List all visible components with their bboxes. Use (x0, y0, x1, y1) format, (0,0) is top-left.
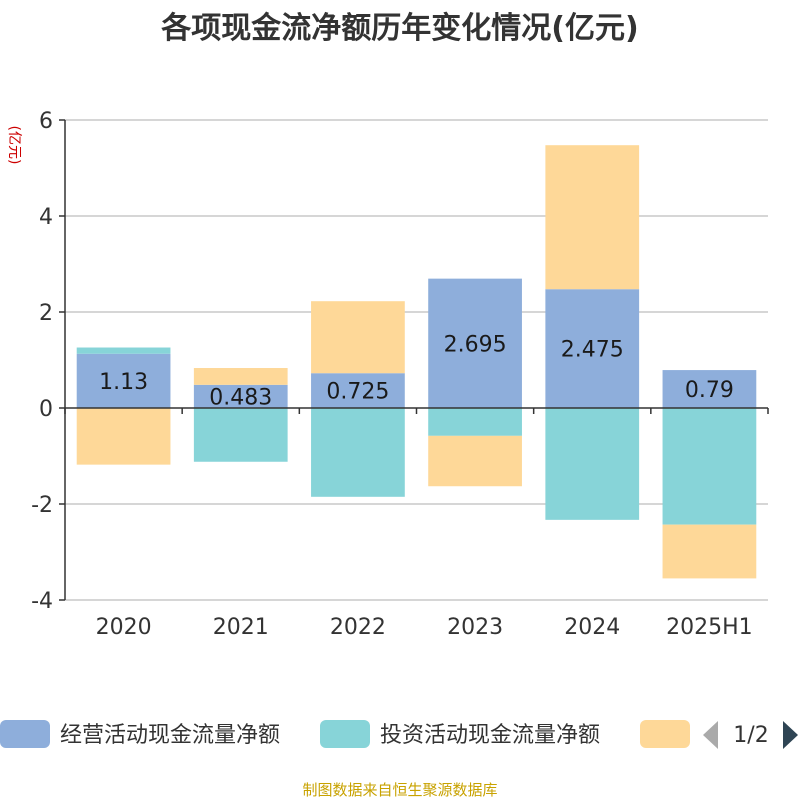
data-label: 0.79 (685, 378, 734, 403)
bar-segment (428, 435, 522, 487)
legend-swatch[interactable] (640, 720, 690, 748)
x-tick-label: 2020 (96, 615, 152, 640)
legend-swatch[interactable] (320, 720, 370, 748)
data-labels: 1.13 0.483 0.725 2.695 2.475 0.79 (99, 332, 734, 410)
x-tick-label: 2023 (447, 615, 503, 640)
bar-segment (545, 289, 640, 408)
y-axis: -4 -2 0 2 4 6 (31, 109, 66, 614)
data-label: 2.475 (561, 338, 624, 363)
bar-segment (76, 347, 171, 354)
y-tick-label: -2 (31, 493, 53, 518)
bar-segment (311, 373, 405, 408)
legend: 经营活动现金流量净额 投资活动现金流量净额 1/2 (0, 720, 798, 749)
data-label: 1.13 (99, 370, 148, 395)
legend-page-indicator: 1/2 (733, 723, 768, 748)
bar-segment (193, 368, 288, 385)
legend-label[interactable]: 投资活动现金流量净额 (380, 723, 600, 748)
y-unit-label: (亿元) (6, 126, 22, 165)
bar-segment (311, 301, 405, 374)
chart-title: 各项现金流净额历年变化情况(亿元) (160, 11, 638, 46)
x-axis: 2020 2021 2022 2023 2024 2025H1 (64, 407, 769, 640)
y-tick-label: 0 (39, 397, 53, 422)
data-label: 0.483 (209, 385, 272, 410)
legend-prev-icon[interactable] (703, 721, 718, 749)
bar-segment (428, 408, 522, 436)
x-tick-label: 2025H1 (666, 615, 753, 640)
x-tick-label: 2022 (330, 615, 386, 640)
bar-segment (662, 408, 757, 525)
data-label: 0.725 (326, 380, 389, 405)
source-note: 制图数据来自恒生聚源数据库 (302, 781, 497, 799)
legend-next-icon[interactable] (783, 721, 798, 749)
y-tick-label: 2 (39, 301, 53, 326)
bar-segment (76, 353, 171, 408)
bar-segment (76, 408, 171, 465)
grid (65, 119, 768, 601)
y-tick-label: 6 (39, 109, 53, 134)
bars (76, 145, 757, 579)
legend-swatch[interactable] (0, 720, 50, 748)
bar-segment (545, 408, 640, 520)
bar-segment (545, 145, 640, 290)
x-tick-label: 2024 (564, 615, 620, 640)
bar-segment (662, 524, 757, 579)
y-tick-label: 4 (39, 205, 53, 230)
bar-segment (428, 278, 522, 408)
y-tick-label: -4 (31, 589, 53, 614)
bar-segment (311, 408, 405, 497)
data-label: 2.695 (444, 332, 507, 357)
bar-segment (193, 408, 288, 462)
bar-segment (662, 370, 757, 408)
x-tick-label: 2021 (213, 615, 269, 640)
bar-segment (193, 384, 288, 408)
legend-label[interactable]: 经营活动现金流量净额 (60, 723, 280, 748)
